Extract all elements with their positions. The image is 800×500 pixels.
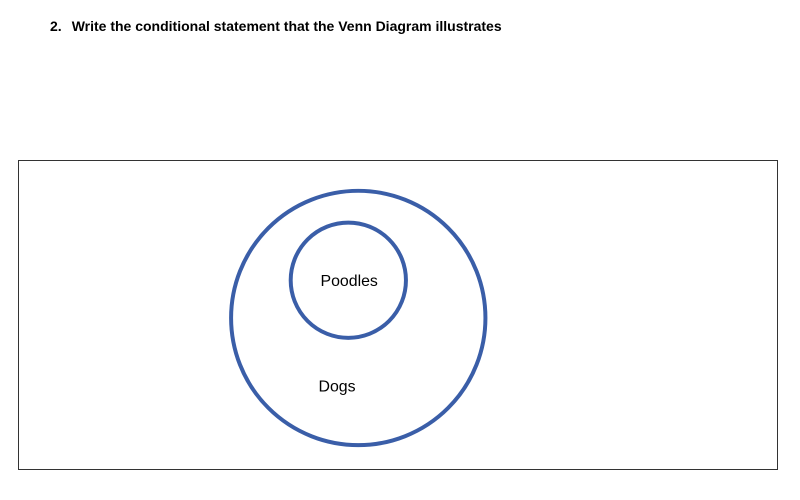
inner-circle-label: Poodles bbox=[321, 273, 378, 290]
outer-circle-label: Dogs bbox=[319, 379, 356, 396]
venn-diagram-box: Poodles Dogs bbox=[18, 160, 778, 470]
question-number: 2. bbox=[50, 18, 62, 34]
venn-diagram-svg: Poodles Dogs bbox=[19, 161, 777, 469]
question-row: 2. Write the conditional statement that … bbox=[50, 18, 502, 34]
question-text: Write the conditional statement that the… bbox=[72, 18, 502, 34]
outer-circle bbox=[231, 191, 485, 445]
